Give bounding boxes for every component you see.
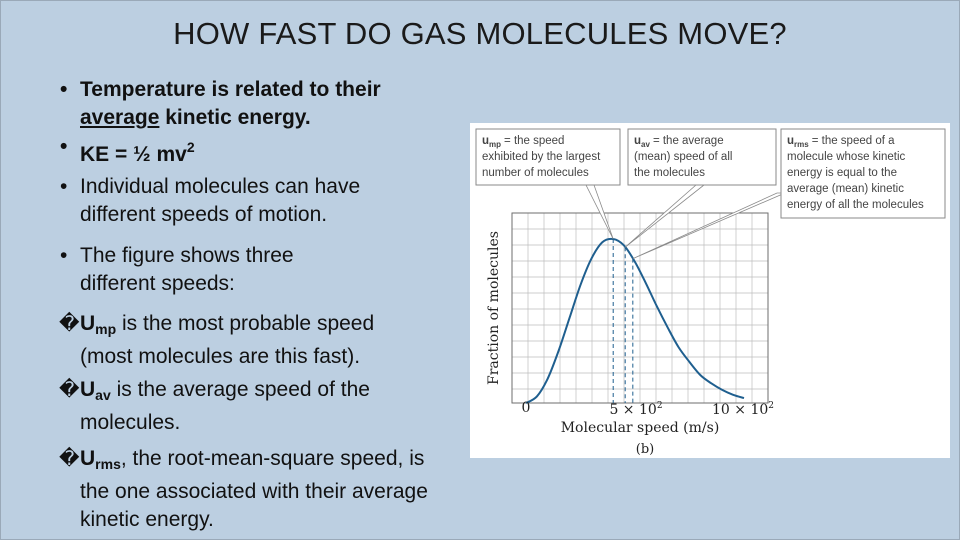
x-tick-500-base: 5 × 10 xyxy=(609,402,656,418)
x-tick-500-exp: 2 xyxy=(657,401,663,411)
callout-uav: uav = the average (mean) speed of all the… xyxy=(627,128,777,186)
callout-urms-sub: rms xyxy=(794,140,809,149)
sub-bullet-urms: � Urms, the root-mean-square speed, is t… xyxy=(59,445,490,534)
callout-urms-line4: average (mean) kinetic xyxy=(787,183,904,195)
bullet-mark: • xyxy=(60,175,68,198)
x-tick-1000-base: 10 × 10 xyxy=(712,402,768,418)
bullet-three-line2: different speeds: xyxy=(80,272,235,295)
uav-line2: molecules. xyxy=(80,411,181,434)
pointer-uav xyxy=(624,184,706,248)
bullet-temperature-line1: Temperature is related to their xyxy=(80,78,381,101)
kinetic-energy-text: kinetic energy. xyxy=(159,106,311,129)
bullet-mark: • xyxy=(60,135,68,158)
bullet-mark: • xyxy=(60,78,68,101)
ump-line1: Ump is the most probable speed xyxy=(80,310,374,343)
uav-subscript: av xyxy=(95,387,111,403)
speed-distribution-chart: ump = the speed exhibited by the largest … xyxy=(475,128,946,457)
ke-formula-exponent: 2 xyxy=(186,139,195,155)
bullet-temperature-line2: average kinetic energy. xyxy=(80,104,381,132)
callout-urms-text: = the speed of a xyxy=(812,135,895,147)
callout-urms-line1: urms = the speed of a xyxy=(787,135,895,149)
bullet-mark: • xyxy=(60,244,68,267)
sub-bullet-ump: � Ump is the most probable speed (most m… xyxy=(59,310,374,371)
callout-uav-line2: (mean) speed of all xyxy=(634,151,732,163)
callout-uav-symbol: u xyxy=(634,135,641,147)
callout-ump-symbol: u xyxy=(482,135,489,147)
urms-subscript: rms xyxy=(95,456,121,472)
sub-bullet-uav: � Uav is the average speed of the molecu… xyxy=(59,376,370,437)
slide-title: HOW FAST DO GAS MOLECULES MOVE? xyxy=(173,16,787,51)
speed-distribution-figure: ump = the speed exhibited by the largest … xyxy=(470,123,950,458)
bullet-temperature: • Temperature is related to their averag… xyxy=(60,76,381,132)
callout-uav-line1: uav = the average xyxy=(634,135,724,149)
callout-ump-line1: ump = the speed xyxy=(482,135,564,149)
y-axis-label: Fraction of molecules xyxy=(486,231,502,385)
callout-urms-symbol: u xyxy=(787,135,794,147)
callout-ump-box xyxy=(475,128,621,186)
callout-ump: ump = the speed exhibited by the largest … xyxy=(475,128,621,186)
ke-formula-text: KE = ½ mv xyxy=(80,143,187,166)
urms-symbol: U xyxy=(80,447,96,470)
urms-line3: kinetic energy. xyxy=(80,508,214,531)
callout-ump-line2: exhibited by the largest xyxy=(482,151,601,163)
bullet-three-speeds: • The figure shows three different speed… xyxy=(60,242,294,298)
urms-description: , the root-mean-square speed, is xyxy=(120,447,425,470)
box-mark: � xyxy=(59,313,80,335)
callout-urms-box xyxy=(780,128,946,219)
x-axis-label: Molecular speed (m/s) xyxy=(561,420,720,436)
uav-description: is the average speed of the xyxy=(110,378,370,401)
ke-formula: KE = ½ mv2 xyxy=(80,133,195,169)
pointer-ump xyxy=(585,184,614,240)
pointer-urms xyxy=(632,192,786,260)
bullet-individual-molecules: • Individual molecules can have differen… xyxy=(60,173,360,229)
callout-uav-box xyxy=(627,128,777,186)
uav-symbol: U xyxy=(80,378,96,401)
callout-urms-line3: energy is equal to the xyxy=(787,167,897,179)
callout-ump-line3: number of molecules xyxy=(482,167,589,179)
ump-line2: (most molecules are this fast). xyxy=(80,345,361,368)
callout-uav-line3: the molecules xyxy=(634,167,705,179)
distribution-curve xyxy=(525,237,745,404)
speed-markers xyxy=(612,239,634,403)
average-word: average xyxy=(80,106,160,129)
bullet-individual-line1: Individual molecules can have xyxy=(80,175,361,198)
ump-subscript: mp xyxy=(95,321,117,337)
x-tick-500: 5 × 102 xyxy=(609,401,662,418)
x-tick-1000-exp: 2 xyxy=(768,401,774,411)
callout-ump-text: = the speed xyxy=(504,135,564,147)
bullet-individual-line2: different speeds of motion. xyxy=(80,203,328,226)
ump-symbol: U xyxy=(80,312,96,335)
box-mark: � xyxy=(59,379,80,401)
plot-frame xyxy=(511,212,769,404)
callout-pointers xyxy=(585,184,786,260)
callout-urms-line5: energy of all the molecules xyxy=(787,199,924,211)
callout-urms-line2: molecule whose kinetic xyxy=(787,151,906,163)
callout-uav-sub: av xyxy=(641,140,650,149)
panel-label: (b) xyxy=(636,442,654,457)
uav-line1: Uav is the average speed of the xyxy=(80,376,370,409)
callout-ump-sub: mp xyxy=(489,140,501,149)
x-tick-1000: 10 × 102 xyxy=(712,401,774,418)
callout-urms: urms = the speed of a molecule whose kine… xyxy=(780,128,946,219)
bullet-three-line1: The figure shows three xyxy=(80,244,294,267)
box-mark: � xyxy=(59,448,80,470)
bullet-ke-formula: • KE = ½ mv2 xyxy=(60,133,195,169)
urms-line1: Urms, the root-mean-square speed, is xyxy=(80,445,490,478)
x-tick-0: 0 xyxy=(522,400,531,416)
callout-uav-text: = the average xyxy=(653,135,724,147)
urms-line2: the one associated with their average xyxy=(80,480,428,503)
ump-description: is the most probable speed xyxy=(116,312,375,335)
